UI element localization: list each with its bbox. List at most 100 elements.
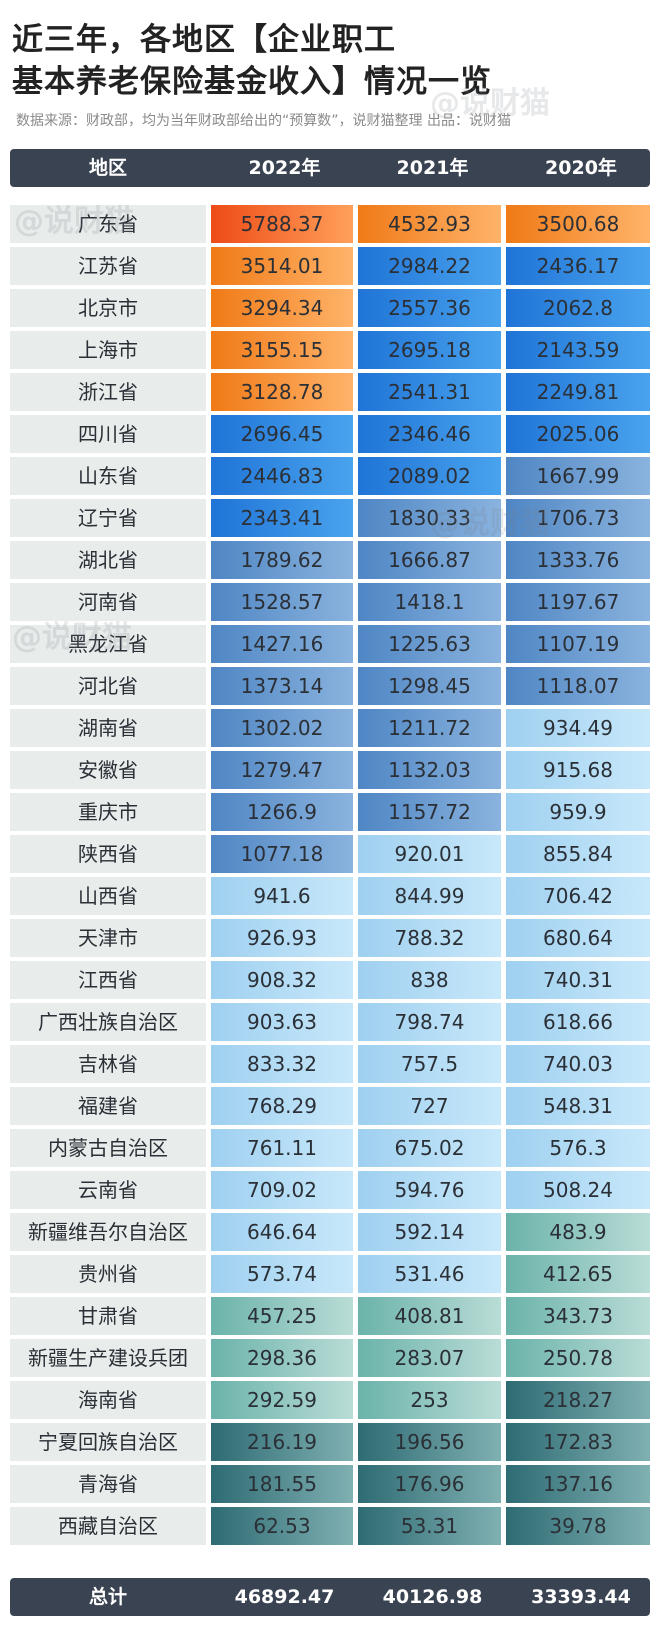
total-label: 总计 [88,1586,127,1608]
value-cell: 548.31 [506,1087,650,1125]
value-cell: 915.68 [506,751,650,789]
value-cell: 3500.68 [506,205,650,243]
value-cell: 176.96 [358,1465,501,1503]
table-row: 河北省 1373.14 1298.45 1118.07 [10,665,650,707]
value-cell: 740.03 [506,1045,650,1083]
region-name-cell: 宁夏回族自治区 [10,1423,206,1461]
value-cell: 3514.01 [211,247,353,285]
value-cell: 1279.47 [211,751,353,789]
table-row: 宁夏回族自治区 216.19 196.56 172.83 [10,1421,650,1463]
value-cell: 1666.87 [358,541,501,579]
value-cell: 592.14 [358,1213,501,1251]
region-name-cell: 新疆维吾尔自治区 [10,1213,206,1251]
header-2021: 2021年 [396,157,469,179]
value-cell: 2143.59 [506,331,650,369]
value-cell: 844.99 [358,877,501,915]
value-cell: 1077.18 [211,835,353,873]
value-cell: 181.55 [211,1465,353,1503]
value-cell: 508.24 [506,1171,650,1209]
value-cell: 1211.72 [358,709,501,747]
value-cell: 2062.8 [506,289,650,327]
value-cell: 250.78 [506,1339,650,1377]
table-row: 云南省 709.02 594.76 508.24 [10,1169,650,1211]
table-row: 内蒙古自治区 761.11 675.02 576.3 [10,1127,650,1169]
value-cell: 1706.73 [506,499,650,537]
value-cell: 959.9 [506,793,650,831]
table-row: 江西省 908.32 838 740.31 [10,959,650,1001]
value-cell: 594.76 [358,1171,501,1209]
value-cell: 253 [358,1381,501,1419]
table-row: 广东省 5788.37 4532.93 3500.68 [10,203,650,245]
value-cell: 53.31 [358,1507,501,1545]
value-cell: 292.59 [211,1381,353,1419]
table-row: 贵州省 573.74 531.46 412.65 [10,1253,650,1295]
region-name-cell: 湖北省 [10,541,206,579]
header-region: 地区 [88,157,127,179]
table-header: 地区 2022年 2021年 2020年 [10,149,650,187]
value-cell: 1107.19 [506,625,650,663]
value-cell: 3128.78 [211,373,353,411]
value-cell: 727 [358,1087,501,1125]
table-row: 新疆维吾尔自治区 646.64 592.14 483.9 [10,1211,650,1253]
value-cell: 2557.36 [358,289,501,327]
value-cell: 680.64 [506,919,650,957]
total-2022: 46892.47 [234,1586,335,1608]
value-cell: 903.63 [211,1003,353,1041]
value-cell: 412.65 [506,1255,650,1293]
table-row: 辽宁省 2343.41 1830.33 1706.73 [10,497,650,539]
value-cell: 1667.99 [506,457,650,495]
value-cell: 618.66 [506,1003,650,1041]
value-cell: 62.53 [211,1507,353,1545]
value-cell: 675.02 [358,1129,501,1167]
value-cell: 4532.93 [358,205,501,243]
table-row: 新疆生产建设兵团 298.36 283.07 250.78 [10,1337,650,1379]
value-cell: 926.93 [211,919,353,957]
region-name-cell: 内蒙古自治区 [10,1129,206,1167]
table-row: 甘肃省 457.25 408.81 343.73 [10,1295,650,1337]
table-row: 安徽省 1279.47 1132.03 915.68 [10,749,650,791]
region-name-cell: 辽宁省 [10,499,206,537]
table-row: 江苏省 3514.01 2984.22 2436.17 [10,245,650,287]
value-cell: 1197.67 [506,583,650,621]
region-name-cell: 西藏自治区 [10,1507,206,1545]
value-cell: 298.36 [211,1339,353,1377]
table-row: 重庆市 1266.9 1157.72 959.9 [10,791,650,833]
region-name-cell: 河北省 [10,667,206,705]
value-cell: 2025.06 [506,415,650,453]
table-row: 广西壮族自治区 903.63 798.74 618.66 [10,1001,650,1043]
value-cell: 908.32 [211,961,353,999]
region-name-cell: 吉林省 [10,1045,206,1083]
region-name-cell: 广西壮族自治区 [10,1003,206,1041]
table-row: 黑龙江省 1427.16 1225.63 1107.19 [10,623,650,665]
value-cell: 1157.72 [358,793,501,831]
value-cell: 761.11 [211,1129,353,1167]
table-row: 山东省 2446.83 2089.02 1667.99 [10,455,650,497]
value-cell: 1118.07 [506,667,650,705]
region-name-cell: 江西省 [10,961,206,999]
value-cell: 1132.03 [358,751,501,789]
value-cell: 1418.1 [358,583,501,621]
page-title-line1: 近三年，各地区【企业职工 [12,22,396,58]
table-row: 上海市 3155.15 2695.18 2143.59 [10,329,650,371]
region-name-cell: 贵州省 [10,1255,206,1293]
table-row: 河南省 1528.57 1418.1 1197.67 [10,581,650,623]
region-name-cell: 陕西省 [10,835,206,873]
value-cell: 2089.02 [358,457,501,495]
value-cell: 1302.02 [211,709,353,747]
region-name-cell: 北京市 [10,289,206,327]
region-name-cell: 黑龙江省 [10,625,206,663]
region-name-cell: 山东省 [10,457,206,495]
value-cell: 1830.33 [358,499,501,537]
value-cell: 137.16 [506,1465,650,1503]
value-cell: 2541.31 [358,373,501,411]
total-2021: 40126.98 [382,1586,483,1608]
value-cell: 2446.83 [211,457,353,495]
region-name-cell: 福建省 [10,1087,206,1125]
value-cell: 920.01 [358,835,501,873]
table-row: 福建省 768.29 727 548.31 [10,1085,650,1127]
region-name-cell: 安徽省 [10,751,206,789]
value-cell: 757.5 [358,1045,501,1083]
region-name-cell: 海南省 [10,1381,206,1419]
value-cell: 1528.57 [211,583,353,621]
region-name-cell: 重庆市 [10,793,206,831]
